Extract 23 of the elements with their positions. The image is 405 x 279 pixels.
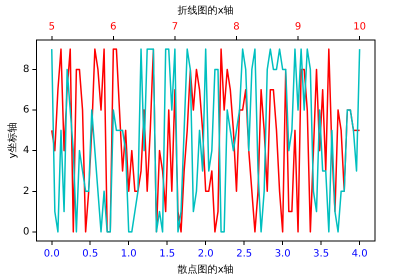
y-tick-label: 0 — [22, 226, 30, 238]
x-tick-label: 1.0 — [120, 248, 137, 260]
y-axis-title: y坐标轴 — [6, 122, 19, 158]
x-tick-label: 0.0 — [44, 248, 60, 260]
x2-tick-label: 7 — [172, 22, 178, 33]
x2-tick-label: 6 — [110, 22, 117, 33]
x2-axis-title: 折线图的x轴 — [178, 4, 234, 17]
y-tick-label: 8 — [22, 64, 30, 76]
x2-tick-label: 8 — [233, 22, 240, 33]
x-tick-label: 2.5 — [236, 248, 252, 260]
x-tick-label: 4.0 — [352, 248, 368, 260]
x-tick-label: 3.0 — [274, 248, 291, 260]
x2-tick-label: 5 — [48, 22, 55, 33]
y-tick-label: 2 — [22, 186, 30, 197]
y-tick-label: 4 — [22, 145, 30, 156]
x-axis-title: 散点图的x轴 — [178, 264, 234, 276]
x2-tick-label: 10 — [353, 22, 366, 33]
x-tick-label: 1.5 — [159, 248, 176, 260]
x2-tick-label: 9 — [294, 22, 302, 33]
x-tick-label: 3.5 — [313, 248, 330, 260]
y-tick-label: 6 — [22, 104, 30, 116]
x-tick-label: 2.0 — [198, 248, 214, 260]
x-tick-label: 0.5 — [82, 248, 98, 260]
